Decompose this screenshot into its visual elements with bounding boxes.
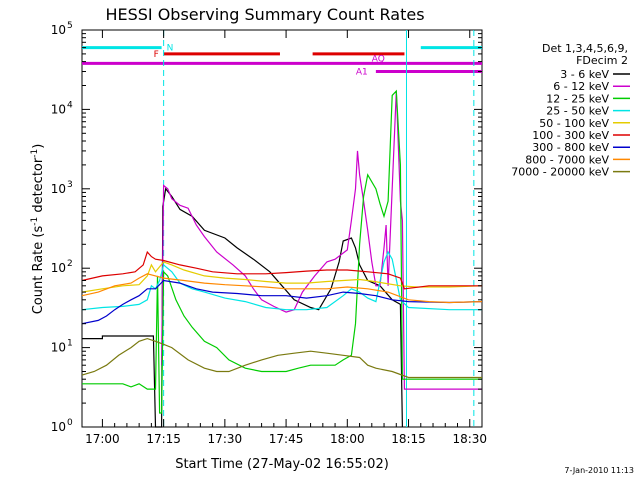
- y-tick-label-0: 10: [51, 420, 66, 434]
- vertical-markers: [163, 30, 475, 427]
- x-tick-label-3: 17:45: [269, 432, 304, 446]
- legend-label-7: 800 - 7000 keV: [525, 153, 609, 166]
- series-line-0: [82, 187, 403, 428]
- legend-header-line1: Det 1,3,4,5,6,9,: [542, 42, 628, 55]
- legend-label-2: 12 - 25 keV: [546, 92, 609, 105]
- series-line-8: [81, 337, 482, 379]
- legend-label-5: 100 - 300 keV: [532, 129, 609, 142]
- series-line-1: [161, 91, 482, 390]
- y-tick-exponent-3: 3: [67, 180, 73, 190]
- x-tick-label-2: 17:30: [208, 432, 243, 446]
- legend-label-3: 25 - 50 keV: [546, 105, 609, 118]
- legend-label-4: 50 - 100 keV: [539, 117, 609, 130]
- y-axis-label-main: Count Rate (s: [31, 226, 46, 315]
- y-tick-exponent-4: 4: [67, 100, 73, 110]
- x-axis-ticks: 17:00 17:15 17:30 17:45 18:00 18:15 18:30: [85, 30, 487, 446]
- flag-label-1: F: [154, 50, 159, 60]
- chart-title: HESSI Observing Summary Count Rates: [105, 5, 424, 24]
- legend-label-8: 7000 - 20000 keV: [511, 166, 609, 179]
- legend-label-1: 6 - 12 keV: [553, 80, 609, 93]
- y-tick-exponent-0: 0: [67, 418, 73, 428]
- flag-bars: NF AQ A1: [82, 44, 482, 78]
- y-tick-exponent-5: 5: [67, 21, 73, 31]
- footer-date: 7-Jan-2010 11:13: [564, 466, 634, 475]
- y-tick-label-3: 10: [51, 182, 66, 196]
- y-tick-exponent-1: 1: [67, 339, 73, 349]
- series-line-7: [81, 273, 483, 304]
- x-axis-label: Start Time (27-May-02 16:55:02): [175, 457, 389, 472]
- series-lines: [81, 89, 483, 428]
- y-tick-exponent-2: 2: [67, 259, 73, 269]
- y-axis-label: Count Rate (s-1 detector-1): [30, 144, 46, 315]
- y-tick-label-1: 10: [51, 341, 66, 355]
- y-tick-label-2: 10: [51, 261, 66, 275]
- y-tick-label-4: 10: [51, 102, 66, 116]
- y-axis-label-end: ): [31, 144, 46, 149]
- series-line-3: [81, 250, 482, 311]
- legend-label-0: 3 - 6 keV: [560, 68, 609, 81]
- x-tick-label-0: 17:00: [85, 432, 120, 446]
- x-tick-label-6: 18:30: [452, 432, 487, 446]
- y-axis-label-mid: detector: [31, 157, 46, 217]
- series-line-5: [81, 250, 482, 290]
- flag-label-3: A1: [356, 68, 368, 78]
- y-axis-label-sup1: -1: [30, 217, 40, 226]
- flag-label-0: N: [167, 44, 174, 54]
- series-line-4: [81, 261, 483, 293]
- y-tick-label-5: 10: [51, 23, 66, 37]
- x-tick-label-1: 17:15: [146, 432, 181, 446]
- series-line-6: [81, 279, 483, 325]
- flag-label-2: AQ: [372, 54, 385, 64]
- series-line-2: [82, 89, 482, 414]
- x-tick-label-5: 18:15: [391, 432, 426, 446]
- legend-header-line2: FDecim 2: [576, 54, 628, 67]
- legend-label-6: 300 - 800 keV: [532, 141, 609, 154]
- x-tick-label-4: 18:00: [330, 432, 365, 446]
- plot-area: [81, 29, 483, 428]
- y-axis-label-sup2: -1: [30, 149, 40, 158]
